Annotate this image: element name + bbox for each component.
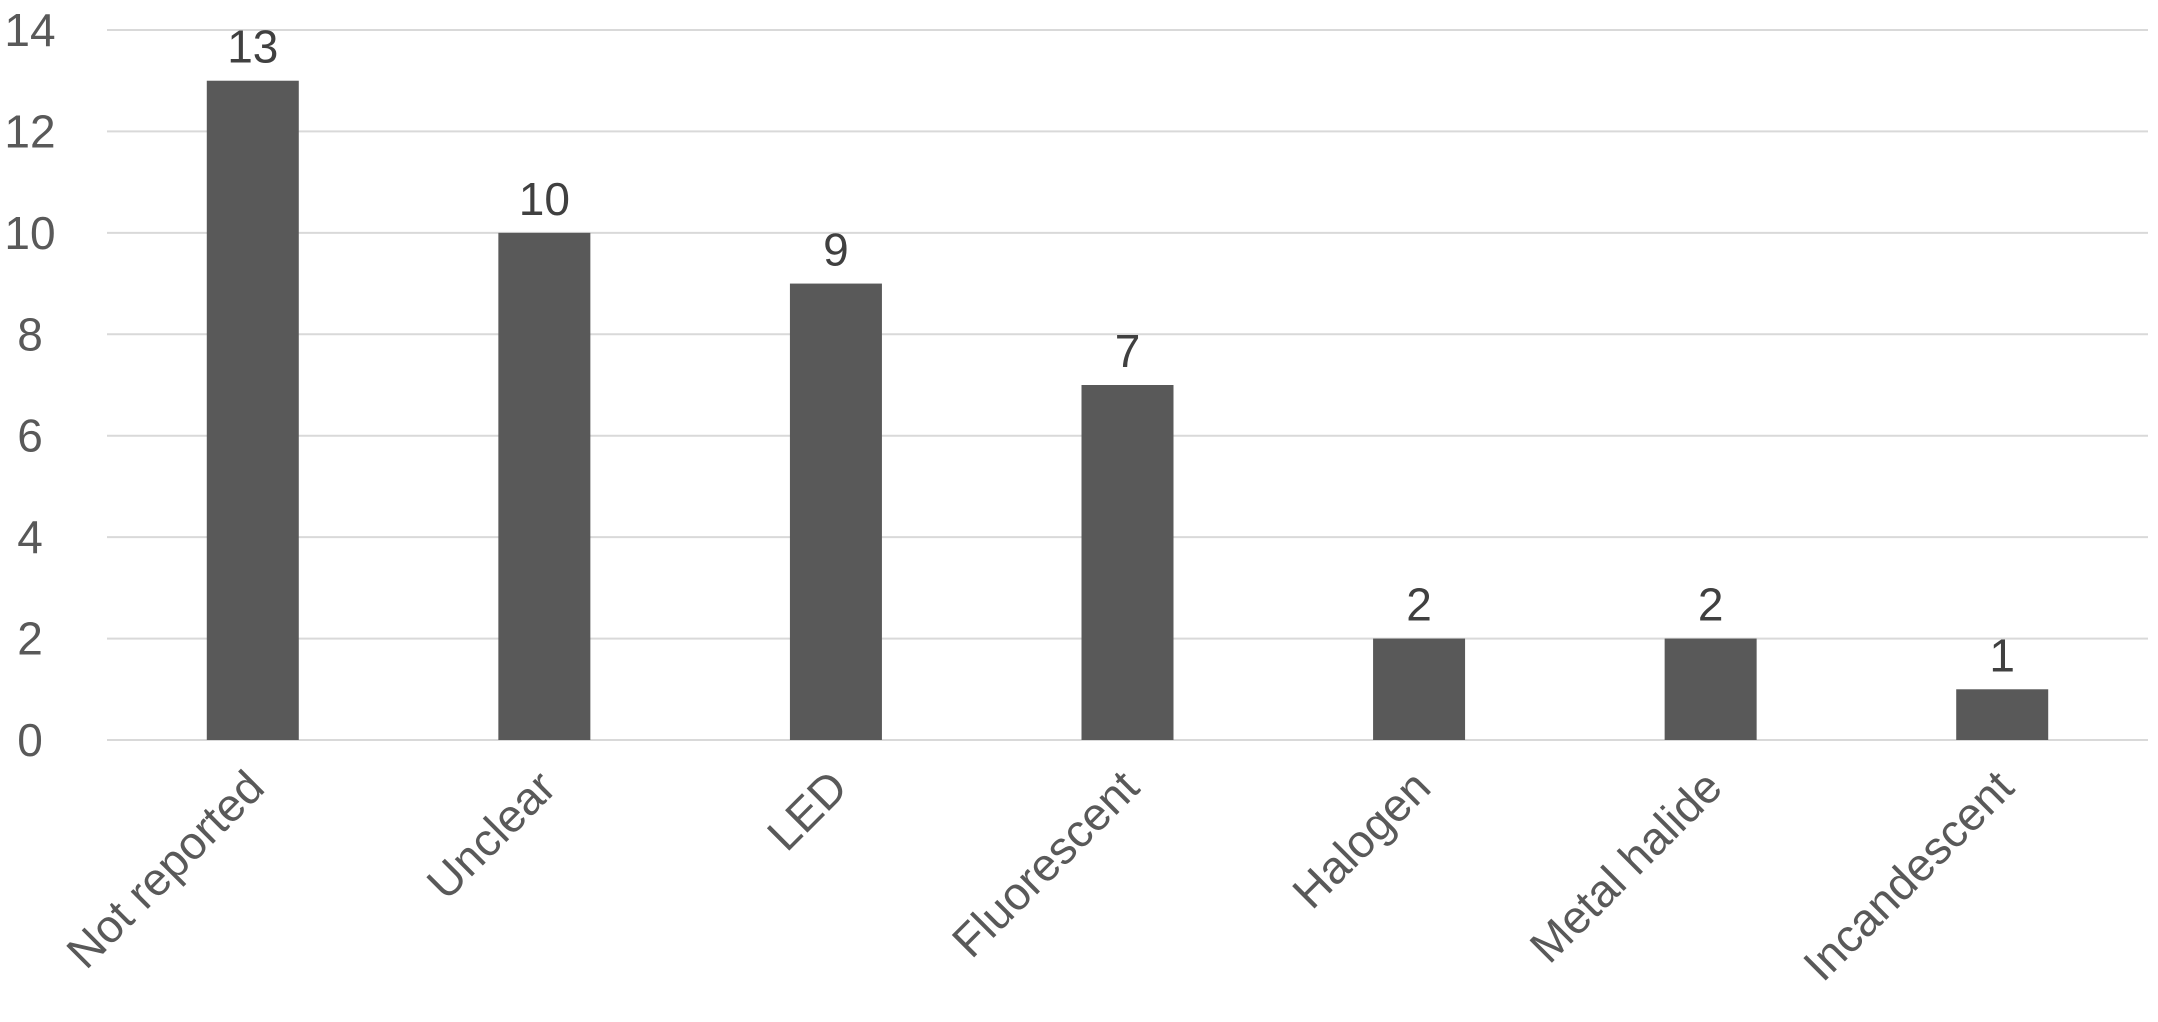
y-tick-label: 8 [17, 308, 43, 360]
x-category-label: Not reported [56, 760, 274, 978]
bars [206, 80, 2049, 740]
y-tick-label: 10 [4, 207, 55, 259]
y-tick-label: 14 [4, 4, 55, 56]
data-label: 1 [1989, 629, 2015, 681]
y-tick-label: 6 [17, 410, 43, 462]
bar [1956, 689, 2049, 740]
x-category-label: Fluorescent [942, 760, 1149, 967]
x-category-label: Metal halide [1520, 760, 1732, 972]
data-label: 13 [227, 21, 278, 73]
x-category-label: Unclear [417, 760, 566, 909]
bar [789, 283, 882, 740]
x-category-label: LED [757, 760, 857, 860]
bar [206, 80, 299, 740]
y-tick-label: 4 [17, 511, 43, 563]
bar [1373, 638, 1466, 740]
y-tick-label: 12 [4, 105, 55, 157]
x-axis-categories: Not reported Unclear LED Fluorescent Halogen… [56, 760, 2023, 990]
data-label: 10 [519, 173, 570, 225]
bar [1664, 638, 1757, 740]
y-tick-label: 0 [17, 714, 43, 766]
data-label: 2 [1406, 579, 1432, 631]
x-category-label: Incandescent [1793, 760, 2023, 990]
data-label: 7 [1115, 325, 1141, 377]
data-label: 9 [823, 224, 849, 276]
y-axis-ticks: 0 2 4 6 8 10 12 14 [4, 4, 55, 766]
bar [1081, 385, 1174, 740]
y-tick-label: 2 [17, 613, 43, 665]
x-category-label: Halogen [1282, 760, 1440, 918]
data-label: 2 [1698, 579, 1724, 631]
bar [498, 232, 591, 740]
data-labels: 13 10 9 7 2 2 1 [227, 21, 2015, 682]
